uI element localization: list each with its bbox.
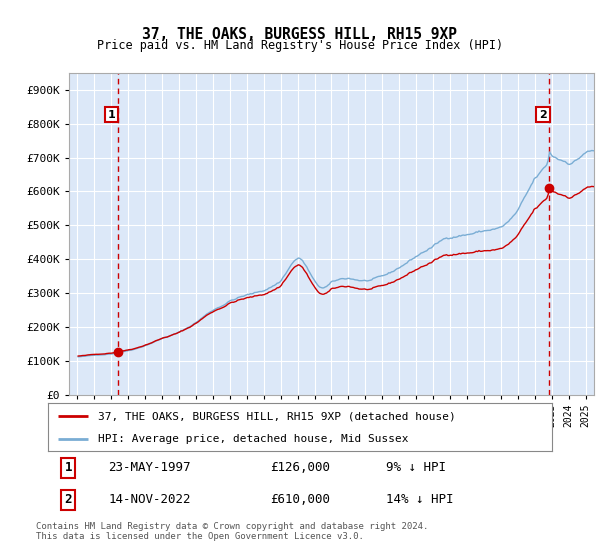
Text: 37, THE OAKS, BURGESS HILL, RH15 9XP: 37, THE OAKS, BURGESS HILL, RH15 9XP [143,27,458,42]
Text: 2: 2 [64,493,72,506]
Text: 9% ↓ HPI: 9% ↓ HPI [386,461,446,474]
Text: Price paid vs. HM Land Registry's House Price Index (HPI): Price paid vs. HM Land Registry's House … [97,39,503,53]
Text: 14-NOV-2022: 14-NOV-2022 [109,493,191,506]
Text: 14% ↓ HPI: 14% ↓ HPI [386,493,453,506]
Text: 1: 1 [64,461,72,474]
Text: HPI: Average price, detached house, Mid Sussex: HPI: Average price, detached house, Mid … [98,434,409,444]
Text: £610,000: £610,000 [270,493,330,506]
Text: £126,000: £126,000 [270,461,330,474]
Text: Contains HM Land Registry data © Crown copyright and database right 2024.
This d: Contains HM Land Registry data © Crown c… [36,522,428,542]
Text: 37, THE OAKS, BURGESS HILL, RH15 9XP (detached house): 37, THE OAKS, BURGESS HILL, RH15 9XP (de… [98,411,456,421]
Text: 2: 2 [539,110,547,120]
Text: 23-MAY-1997: 23-MAY-1997 [109,461,191,474]
Text: 1: 1 [107,110,115,120]
